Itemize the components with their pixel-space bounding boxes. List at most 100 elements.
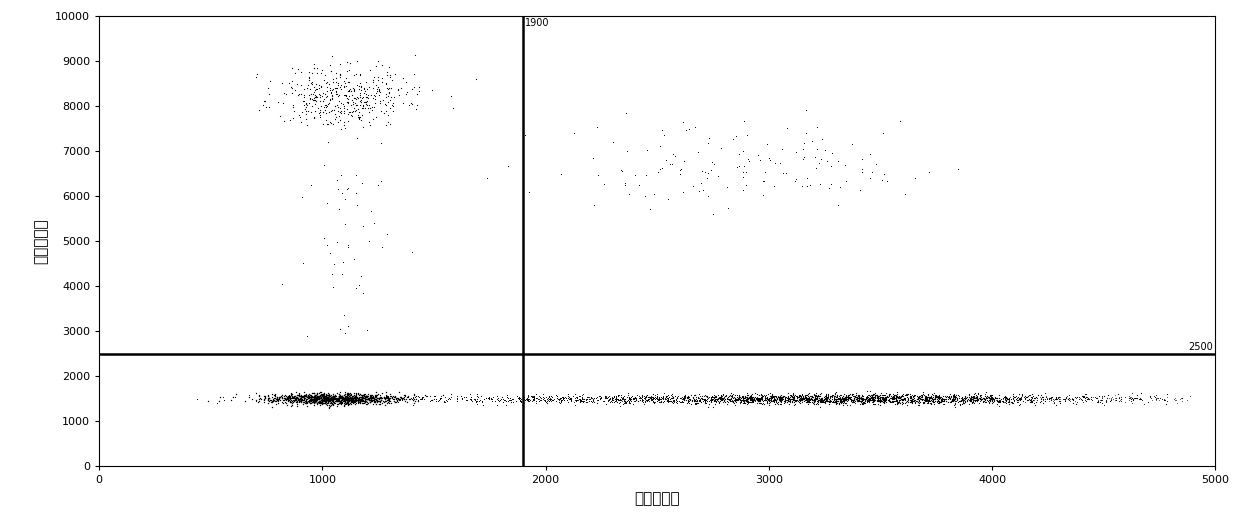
- Point: [413, 393, 433, 402]
- Point: [324, 75, 343, 83]
- Point: [702, 395, 722, 403]
- Point: [723, 396, 743, 405]
- Point: [621, 396, 641, 405]
- Point: [963, 393, 983, 401]
- Point: [805, 396, 825, 404]
- Point: [800, 393, 820, 401]
- Point: [332, 399, 352, 408]
- Point: [356, 396, 376, 405]
- Point: [870, 396, 890, 405]
- Point: [329, 390, 348, 399]
- Point: [337, 105, 357, 113]
- Point: [1032, 395, 1052, 404]
- Point: [1073, 392, 1092, 401]
- Point: [652, 393, 672, 402]
- Point: [1047, 393, 1066, 402]
- Point: [596, 394, 616, 402]
- Point: [816, 394, 836, 403]
- Point: [327, 394, 347, 403]
- Point: [281, 398, 301, 407]
- Point: [332, 395, 352, 403]
- Point: [751, 392, 771, 401]
- Point: [357, 394, 377, 403]
- Point: [565, 396, 585, 405]
- Point: [572, 394, 591, 402]
- Point: [858, 393, 878, 402]
- Point: [677, 393, 697, 401]
- Point: [378, 393, 398, 402]
- Point: [800, 396, 820, 405]
- Point: [324, 393, 343, 402]
- Point: [637, 395, 657, 404]
- Point: [707, 398, 727, 406]
- Point: [335, 393, 355, 401]
- Point: [864, 394, 884, 403]
- Point: [990, 391, 1009, 400]
- Point: [849, 186, 869, 195]
- Point: [790, 391, 810, 400]
- Point: [806, 392, 826, 400]
- Point: [320, 392, 340, 401]
- Point: [866, 393, 885, 401]
- Point: [264, 395, 284, 404]
- Point: [341, 100, 361, 109]
- Point: [272, 394, 291, 402]
- Point: [701, 398, 720, 407]
- Point: [1047, 393, 1066, 402]
- Point: [304, 395, 324, 403]
- Point: [346, 391, 366, 399]
- Point: [273, 79, 293, 87]
- Point: [340, 391, 360, 399]
- Point: [301, 394, 321, 403]
- Point: [795, 394, 815, 403]
- Point: [630, 393, 650, 401]
- Point: [308, 69, 327, 77]
- Point: [342, 393, 362, 401]
- Point: [357, 392, 377, 400]
- Point: [725, 395, 745, 403]
- Point: [728, 163, 748, 172]
- Point: [934, 400, 954, 409]
- Point: [1002, 398, 1022, 407]
- Point: [801, 392, 821, 401]
- Point: [796, 393, 816, 402]
- Point: [816, 394, 836, 403]
- Point: [529, 397, 549, 405]
- Point: [1121, 393, 1141, 401]
- Point: [324, 78, 343, 86]
- Point: [590, 392, 610, 400]
- Point: [879, 391, 899, 400]
- Point: [1065, 393, 1085, 402]
- Point: [764, 394, 784, 402]
- Point: [707, 395, 727, 404]
- Point: [339, 390, 358, 399]
- Point: [279, 396, 299, 404]
- Point: [319, 393, 339, 402]
- Point: [310, 391, 330, 399]
- Point: [694, 395, 714, 404]
- Point: [759, 395, 779, 403]
- Point: [791, 396, 811, 405]
- Point: [712, 395, 732, 404]
- Point: [847, 395, 867, 403]
- Point: [714, 394, 734, 402]
- Point: [285, 392, 305, 400]
- Point: [796, 393, 816, 402]
- Point: [289, 391, 309, 399]
- Point: [405, 51, 425, 59]
- Point: [320, 391, 340, 400]
- Point: [634, 394, 653, 402]
- Point: [355, 390, 374, 399]
- Point: [794, 395, 813, 403]
- Point: [331, 125, 351, 133]
- Point: [1030, 394, 1050, 403]
- Point: [339, 394, 358, 403]
- Point: [1058, 395, 1078, 403]
- Point: [821, 398, 841, 406]
- Point: [919, 395, 939, 403]
- Point: [797, 400, 817, 408]
- Point: [306, 394, 326, 403]
- Point: [321, 67, 341, 75]
- Point: [429, 395, 449, 404]
- Point: [857, 387, 877, 396]
